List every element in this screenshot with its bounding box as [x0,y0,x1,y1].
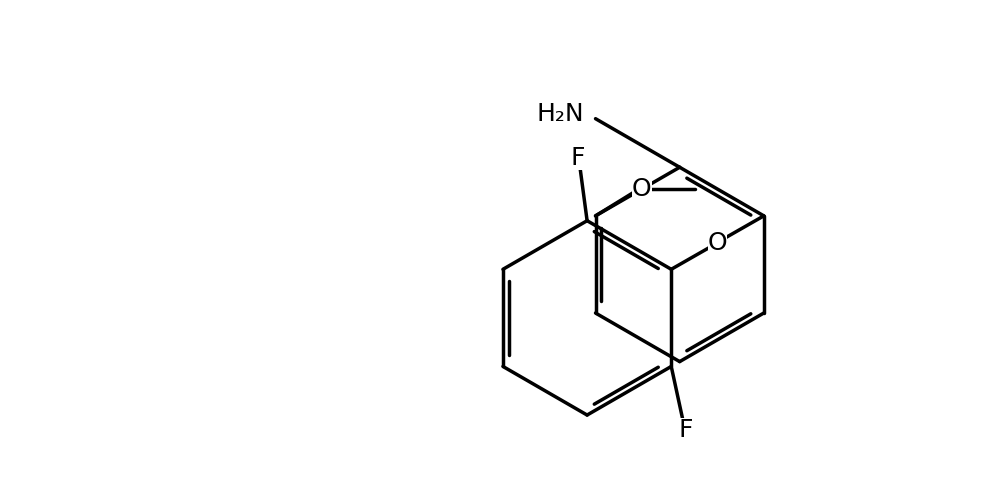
Text: F: F [571,146,584,170]
Text: F: F [679,417,693,441]
Text: O: O [708,231,728,255]
Text: H₂N: H₂N [536,102,583,126]
Text: O: O [632,177,652,201]
